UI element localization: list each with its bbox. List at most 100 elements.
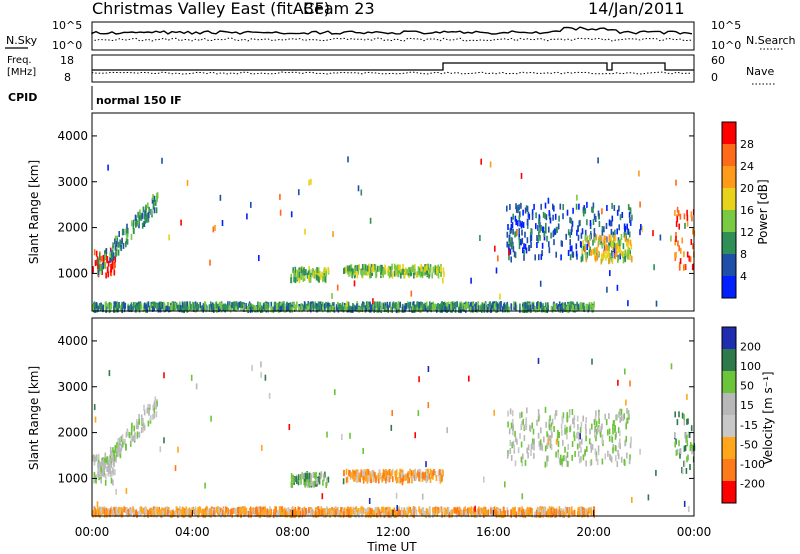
data-cell <box>418 471 420 478</box>
data-cell <box>395 270 397 277</box>
data-cell <box>435 266 437 273</box>
data-cell <box>565 509 567 516</box>
data-cell <box>367 511 369 518</box>
data-cell <box>567 304 569 311</box>
data-cell <box>566 451 569 458</box>
data-cell <box>220 511 222 518</box>
data-cell <box>473 507 475 514</box>
power-ylabel: Slant Range [km] <box>27 160 41 264</box>
data-cell <box>467 511 469 518</box>
noise-cell <box>653 264 655 271</box>
data-cell <box>443 305 446 312</box>
data-cell <box>596 254 598 261</box>
data-cell <box>135 221 137 228</box>
data-cell <box>442 305 445 311</box>
data-cell <box>686 418 688 425</box>
noise-cell <box>362 448 364 454</box>
nsearch-tick-top: 10^5 <box>711 19 741 32</box>
data-cell <box>603 235 606 242</box>
data-cell <box>615 251 618 258</box>
noise-cell <box>417 410 420 417</box>
data-cell <box>402 306 405 313</box>
data-cell <box>603 226 605 233</box>
data-cell <box>614 253 616 260</box>
data-cell <box>341 507 343 514</box>
data-cell <box>491 304 493 311</box>
data-cell <box>362 507 365 514</box>
data-cell <box>375 272 377 279</box>
data-cell <box>623 231 626 238</box>
data-cell <box>325 508 328 515</box>
data-cell <box>571 304 574 311</box>
data-cell <box>112 467 114 474</box>
data-cell <box>303 267 305 274</box>
data-cell <box>430 306 432 313</box>
data-cell <box>515 512 517 519</box>
data-cell <box>529 507 532 514</box>
data-cell <box>104 250 106 257</box>
data-cell <box>129 305 132 312</box>
data-cell <box>295 510 298 517</box>
nsky-label: N.Sky <box>6 34 38 47</box>
data-cell <box>607 429 609 436</box>
data-cell <box>350 306 352 313</box>
noise-cell <box>442 277 444 284</box>
noise-cell <box>639 201 641 208</box>
data-cell <box>615 243 618 250</box>
noise-cell <box>298 189 300 196</box>
data-cell <box>414 507 417 513</box>
data-cell <box>487 509 490 516</box>
noise-cell <box>624 256 626 263</box>
data-cell <box>553 509 556 515</box>
data-cell <box>362 473 364 480</box>
data-cell <box>617 449 619 456</box>
data-cell <box>534 306 537 313</box>
data-cell <box>214 304 216 311</box>
data-cell <box>120 443 123 450</box>
data-cell <box>372 471 375 478</box>
data-cell <box>495 306 497 313</box>
data-cell <box>509 440 512 446</box>
data-cell <box>212 510 215 517</box>
data-cell <box>384 264 386 271</box>
data-cell <box>621 212 624 218</box>
data-cell <box>577 450 580 457</box>
data-cell <box>564 424 566 431</box>
data-cell <box>403 509 405 516</box>
data-cell <box>611 240 613 247</box>
data-cell <box>407 302 410 309</box>
data-cell <box>155 207 158 214</box>
data-cell <box>408 306 411 313</box>
data-cell <box>121 301 123 308</box>
data-cell <box>214 511 217 518</box>
data-cell <box>474 306 477 312</box>
ytick-label: 3000 <box>57 175 88 189</box>
data-cell <box>235 305 237 312</box>
data-cell <box>614 229 616 236</box>
data-cell <box>391 509 393 516</box>
data-cell <box>555 511 557 518</box>
data-cell <box>168 306 170 313</box>
data-cell <box>438 507 441 514</box>
data-cell <box>405 474 407 481</box>
data-cell <box>603 251 606 258</box>
colorbar-swatch <box>722 254 736 277</box>
noise-cell <box>579 433 581 440</box>
data-cell <box>557 441 560 447</box>
data-cell <box>681 237 683 244</box>
data-cell <box>259 301 261 308</box>
data-cell <box>387 270 390 276</box>
data-cell <box>545 421 547 428</box>
data-cell <box>312 509 315 516</box>
data-cell <box>323 509 325 516</box>
data-cell <box>143 302 146 309</box>
data-cell <box>582 302 584 309</box>
data-cell <box>571 506 573 513</box>
data-cell <box>522 222 525 228</box>
data-cell <box>607 450 609 457</box>
data-cell <box>576 443 579 450</box>
data-cell <box>286 511 288 518</box>
data-cell <box>418 475 420 482</box>
data-cell <box>526 510 528 517</box>
data-cell <box>683 445 686 452</box>
